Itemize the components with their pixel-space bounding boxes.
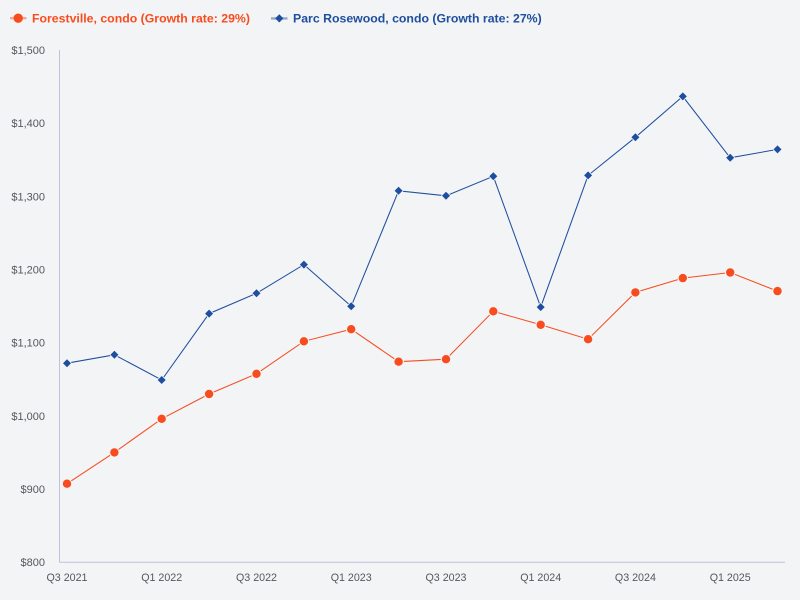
- svg-text:$900: $900: [21, 484, 45, 496]
- svg-text:$1,500: $1,500: [11, 45, 45, 57]
- svg-text:Q3 2021: Q3 2021: [46, 572, 87, 584]
- svg-text:Q1 2024: Q1 2024: [520, 572, 561, 584]
- svg-text:Parc Rosewood, condo (Growth r: Parc Rosewood, condo (Growth rate: 27%): [293, 11, 542, 25]
- svg-text:$1,100: $1,100: [11, 338, 45, 350]
- svg-text:$1,400: $1,400: [11, 118, 45, 130]
- svg-text:Q1 2022: Q1 2022: [141, 572, 182, 584]
- svg-text:Q3 2022: Q3 2022: [236, 572, 277, 584]
- svg-text:$800: $800: [21, 557, 45, 569]
- svg-text:Q1 2023: Q1 2023: [331, 572, 372, 584]
- svg-text:$1,200: $1,200: [11, 265, 45, 277]
- svg-text:Q3 2024: Q3 2024: [615, 572, 656, 584]
- svg-text:Q3 2023: Q3 2023: [425, 572, 466, 584]
- svg-text:Q1 2025: Q1 2025: [710, 572, 751, 584]
- svg-text:Forestville, condo (Growth rat: Forestville, condo (Growth rate: 29%): [32, 11, 250, 25]
- svg-text:$1,000: $1,000: [11, 411, 45, 423]
- svg-text:$1,300: $1,300: [11, 191, 45, 203]
